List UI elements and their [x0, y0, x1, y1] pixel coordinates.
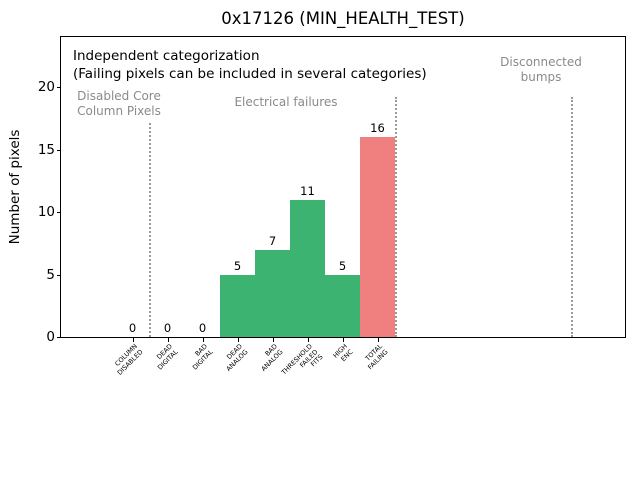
y-tick-mark — [57, 87, 61, 88]
y-tick-label: 15 — [37, 141, 55, 158]
x-tick-mark — [377, 338, 379, 342]
bar-value-label: 11 — [300, 183, 315, 198]
x-tick-mark — [307, 338, 309, 342]
section-divider-line — [571, 97, 574, 337]
y-tick-mark — [57, 337, 61, 338]
bar-value-label: 0 — [128, 321, 137, 335]
bar-4 — [255, 249, 290, 337]
bar-value-label: 5 — [233, 258, 242, 273]
chart-title: 0x17126 (MIN_HEALTH_TEST) — [221, 9, 465, 28]
section-label-electrical-failures: Electrical failures — [234, 95, 338, 109]
section-divider-line — [149, 123, 151, 337]
x-tick-mark — [202, 338, 204, 342]
bar-value-label: 0 — [163, 321, 172, 335]
bar-6 — [325, 274, 360, 337]
y-tick-mark — [57, 274, 61, 276]
note-failing-pixels: (Failing pixels can be included in sever… — [73, 66, 427, 82]
x-tick-mark — [132, 338, 134, 342]
bar-3 — [220, 274, 255, 337]
x-tick-mark — [272, 338, 274, 342]
note-independent-categorization: Independent categorization — [73, 48, 260, 64]
y-tick-label: 0 — [46, 329, 55, 345]
bar-5 — [290, 199, 325, 337]
y-tick-label: 20 — [37, 79, 55, 95]
y-tick-mark — [57, 149, 61, 151]
bar-value-label: 0 — [198, 321, 207, 335]
x-tick-mark — [237, 338, 239, 342]
y-tick-mark — [57, 212, 61, 213]
bar-value-label: 16 — [370, 121, 385, 135]
plot-area: Independent categorization (Failing pixe… — [60, 36, 626, 338]
bar-7 — [360, 137, 395, 337]
section-label-disabled-core-column-pixels: Disabled Core Column Pixels — [77, 89, 161, 118]
bar-value-label: 7 — [268, 233, 277, 248]
y-tick-label: 5 — [46, 266, 55, 283]
x-tick-mark — [342, 338, 344, 342]
x-tick-mark — [167, 338, 169, 342]
y-tick-label: 10 — [37, 204, 55, 220]
section-label-disconnected-bumps: Disconnected bumps — [500, 55, 582, 84]
section-divider-line — [395, 97, 398, 337]
bar-value-label: 5 — [338, 258, 347, 273]
